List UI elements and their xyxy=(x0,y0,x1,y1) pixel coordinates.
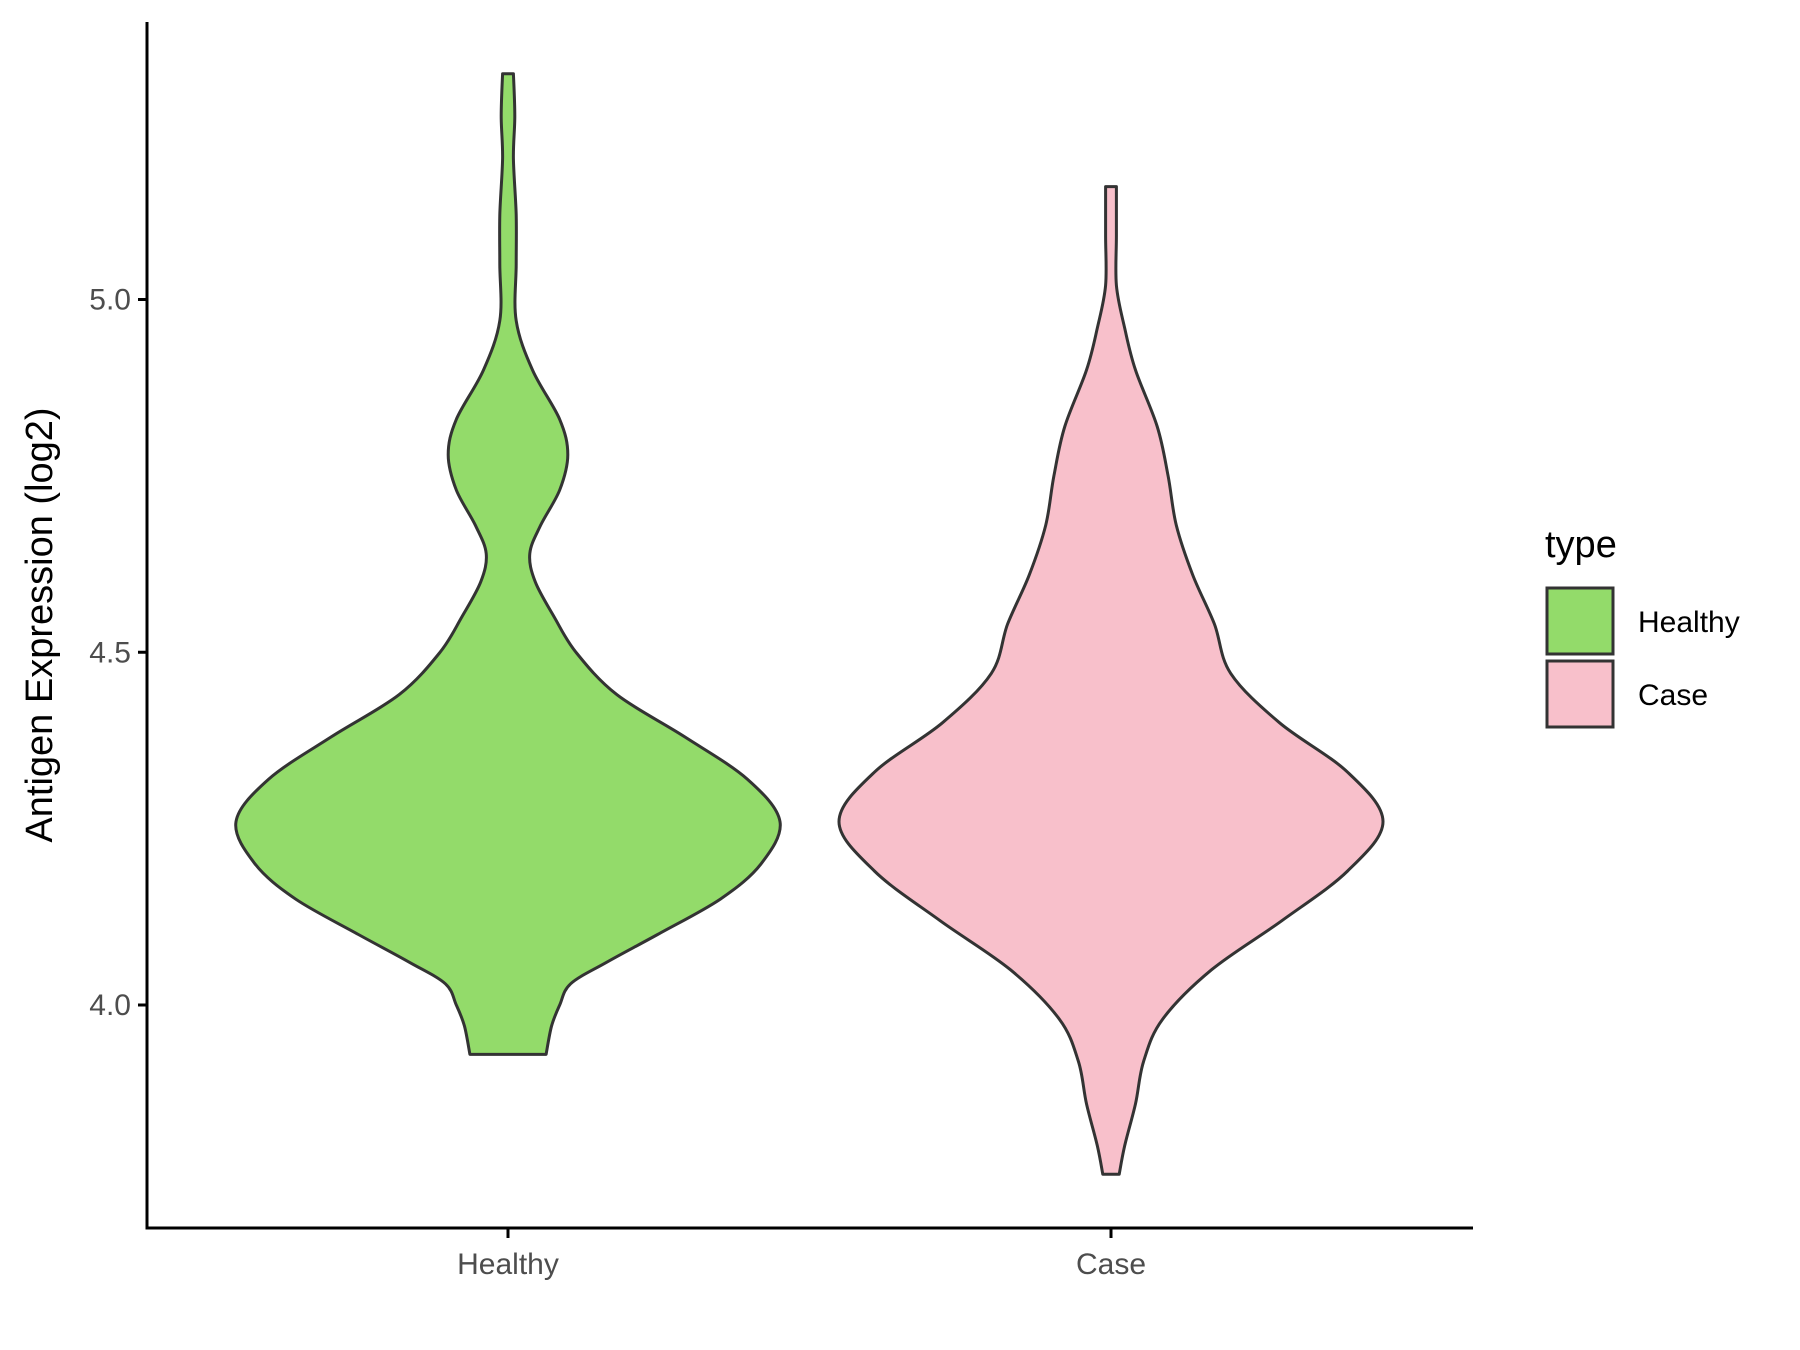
legend-label-healthy: Healthy xyxy=(1638,606,1740,639)
x-tick-label: Healthy xyxy=(457,1248,559,1281)
x-ticks: Healthy Case xyxy=(457,1228,1146,1281)
plot-area xyxy=(234,72,1385,1176)
legend-swatch-healthy xyxy=(1545,586,1615,656)
legend-label-case: Case xyxy=(1638,679,1708,712)
y-ticks: 4.0 4.5 5.0 xyxy=(89,284,147,1022)
x-tick-label: Case xyxy=(1076,1248,1146,1281)
axes: 4.0 4.5 5.0 Healthy Case xyxy=(89,22,1473,1281)
y-tick-label: 4.5 xyxy=(89,636,131,669)
legend: type Healthy Case xyxy=(1545,524,1740,729)
violin-case xyxy=(837,185,1385,1176)
legend-items: Healthy Case xyxy=(1545,586,1740,729)
legend-swatch-case xyxy=(1545,659,1615,729)
legend-title: type xyxy=(1545,524,1617,566)
y-tick-label: 5.0 xyxy=(89,284,131,317)
y-tick-label: 4.0 xyxy=(89,989,131,1022)
y-axis-title: Antigen Expression (log2) xyxy=(19,407,61,842)
violin-healthy xyxy=(234,72,782,1056)
